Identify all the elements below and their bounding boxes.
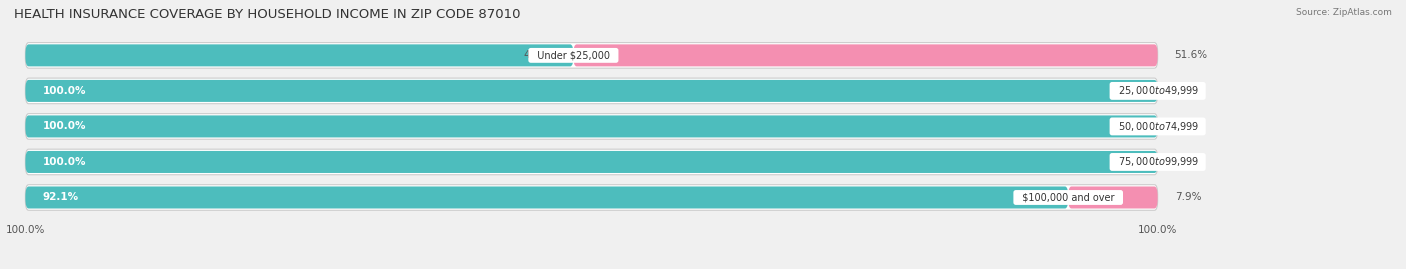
Text: Source: ZipAtlas.com: Source: ZipAtlas.com — [1296, 8, 1392, 17]
Text: 92.1%: 92.1% — [42, 193, 79, 203]
Text: 100.0%: 100.0% — [42, 157, 86, 167]
Text: $50,000 to $74,999: $50,000 to $74,999 — [1112, 120, 1204, 133]
Text: HEALTH INSURANCE COVERAGE BY HOUSEHOLD INCOME IN ZIP CODE 87010: HEALTH INSURANCE COVERAGE BY HOUSEHOLD I… — [14, 8, 520, 21]
FancyBboxPatch shape — [25, 80, 1157, 102]
FancyBboxPatch shape — [25, 151, 1157, 173]
Text: 51.6%: 51.6% — [1174, 50, 1208, 60]
FancyBboxPatch shape — [25, 78, 1157, 104]
FancyBboxPatch shape — [25, 115, 1157, 137]
FancyBboxPatch shape — [25, 114, 1157, 139]
Text: 48.4%: 48.4% — [523, 50, 557, 60]
FancyBboxPatch shape — [25, 43, 1157, 68]
FancyBboxPatch shape — [574, 44, 1157, 66]
FancyBboxPatch shape — [25, 185, 1157, 210]
Text: 0.0%: 0.0% — [1174, 86, 1201, 96]
FancyBboxPatch shape — [25, 186, 1069, 208]
Text: 0.0%: 0.0% — [1174, 121, 1201, 132]
Text: $25,000 to $49,999: $25,000 to $49,999 — [1112, 84, 1204, 97]
Text: Under $25,000: Under $25,000 — [531, 50, 616, 60]
Text: 100.0%: 100.0% — [42, 121, 86, 132]
Text: 7.9%: 7.9% — [1174, 193, 1201, 203]
Text: 100.0%: 100.0% — [42, 86, 86, 96]
FancyBboxPatch shape — [1069, 186, 1157, 208]
FancyBboxPatch shape — [25, 149, 1157, 175]
Text: $100,000 and over: $100,000 and over — [1015, 193, 1121, 203]
Text: 0.0%: 0.0% — [1174, 157, 1201, 167]
FancyBboxPatch shape — [25, 44, 574, 66]
Text: $75,000 to $99,999: $75,000 to $99,999 — [1112, 155, 1204, 168]
